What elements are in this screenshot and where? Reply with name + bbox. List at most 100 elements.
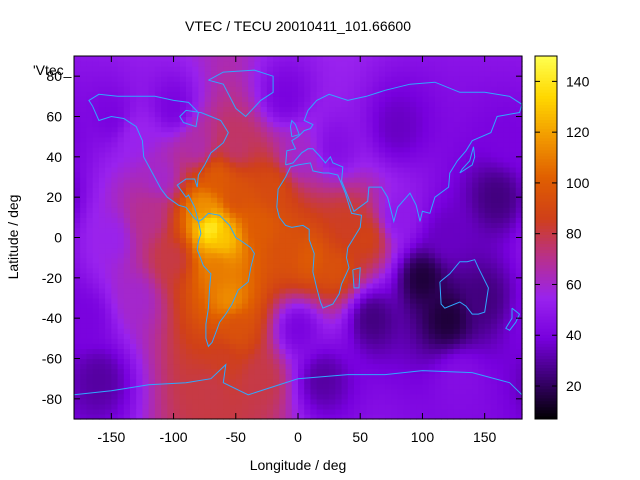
heatmap-cell [372,247,380,254]
heatmap-cell [366,56,374,62]
heatmap-cell [422,61,430,67]
heatmap-cell [397,96,405,102]
heatmap-cell [111,81,119,87]
heatmap-cell [229,207,237,213]
heatmap-cell [459,91,467,97]
heatmap-cell [434,408,442,415]
heatmap-cell [273,328,280,334]
heatmap-cell [291,56,299,62]
heatmap-cell [273,373,280,380]
heatmap-cell [161,202,168,208]
heatmap-cell [335,368,343,375]
heatmap-cell [322,333,330,339]
heatmap-cell [378,323,386,329]
heatmap-cell [447,282,455,289]
heatmap-cell [360,348,368,355]
heatmap-cell [478,318,486,324]
heatmap-cell [248,373,256,380]
heatmap-cell [192,308,200,314]
heatmap-cell [472,328,480,334]
heatmap-cell [490,252,498,259]
heatmap-cell [497,313,504,319]
heatmap-cell [98,192,106,198]
heatmap-cell [248,393,256,400]
heatmap-cell [80,242,88,249]
heatmap-cell [254,71,262,77]
heatmap-cell [248,101,256,108]
heatmap-cell [105,373,112,380]
heatmap-cell [92,363,100,370]
heatmap-cell [428,298,436,304]
heatmap-cell [186,262,193,269]
heatmap-cell [459,177,467,183]
heatmap-cell [378,61,386,67]
heatmap-cell [242,338,249,344]
heatmap-cell [223,348,231,355]
heatmap-cell [472,166,480,173]
heatmap-cell [310,237,318,244]
heatmap-cell [366,217,374,223]
heatmap-cell [347,308,355,314]
heatmap-cell [254,182,262,188]
heatmap-cell [478,383,486,390]
heatmap-cell [179,61,187,67]
heatmap-cell [316,413,324,420]
heatmap-cell [378,146,386,153]
heatmap-cell [273,212,280,218]
heatmap-cell [235,358,243,365]
heatmap-cell [360,368,368,375]
heatmap-cell [154,56,162,62]
heatmap-cell [366,373,374,380]
heatmap-cell [322,146,330,153]
heatmap-cell [360,338,368,344]
heatmap-cell [341,267,349,274]
heatmap-cell [310,141,318,148]
heatmap-cell [335,71,343,77]
heatmap-cell [378,282,386,289]
heatmap-cell [192,247,200,254]
heatmap-cell [347,197,355,203]
heatmap-cell [335,56,343,62]
heatmap-cell [86,348,94,355]
heatmap-cell [204,408,212,415]
heatmap-cell [242,298,249,304]
heatmap-cell [242,91,249,97]
heatmap-cell [453,353,461,360]
heatmap-cell [86,308,94,314]
heatmap-cell [354,388,361,395]
heatmap-cell [304,348,312,355]
heatmap-cell [235,252,243,259]
heatmap-cell [229,247,237,254]
heatmap-cell [148,303,156,309]
heatmap-cell [117,287,125,294]
heatmap-cell [291,378,299,385]
heatmap-cell [136,267,144,274]
heatmap-cell [266,277,274,284]
heatmap-cell [378,393,386,400]
heatmap-cell [235,217,243,223]
heatmap-cell [298,333,305,339]
heatmap-cell [229,368,237,375]
heatmap-cell [459,66,467,72]
heatmap-cell [385,308,392,314]
heatmap-cell [98,197,106,203]
heatmap-cell [123,227,131,234]
heatmap-cell [422,393,430,400]
heatmap-cell [98,136,106,143]
heatmap-cell [254,358,262,365]
heatmap-cell [366,353,374,360]
heatmap-cell [204,292,212,299]
heatmap-cell [466,318,473,324]
heatmap-cell [459,318,467,324]
heatmap-cell [273,277,280,284]
heatmap-cell [360,383,368,390]
heatmap-cell [242,66,249,72]
heatmap-cell [223,61,231,67]
heatmap-cell [186,222,193,229]
heatmap-cell [322,408,330,415]
heatmap-cell [403,227,411,234]
heatmap-cell [74,348,81,355]
heatmap-cell [298,338,305,344]
heatmap-cell [273,71,280,77]
heatmap-cell [210,287,218,294]
